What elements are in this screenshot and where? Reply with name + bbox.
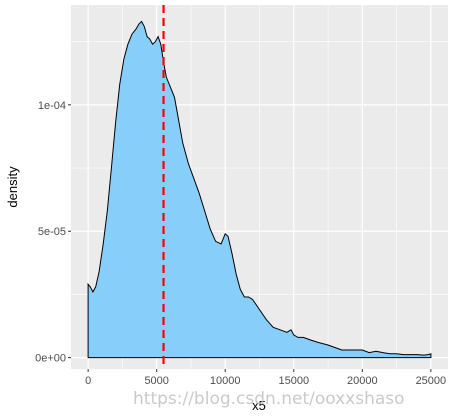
watermark: https://blog.csdn.net/ooxxshaso xyxy=(133,389,405,409)
x-tick-label: 15000 xyxy=(278,375,309,387)
x-axis-title: x5 xyxy=(252,398,266,413)
x-tick-label: 25000 xyxy=(416,375,447,387)
x-tick-label: 0 xyxy=(85,375,91,387)
y-tick-label: 5e-05 xyxy=(38,226,66,238)
y-tick-label: 1e-04 xyxy=(38,100,66,112)
y-axis-ticks: 0e+00 5e-05 1e-04 xyxy=(35,100,71,365)
x-axis-ticks: 0 5000 10000 15000 20000 25000 xyxy=(85,369,446,387)
density-area xyxy=(87,20,432,359)
y-axis-title: density xyxy=(5,166,20,208)
x-tick-label: 20000 xyxy=(347,375,378,387)
x-tick-label: 10000 xyxy=(210,375,241,387)
x-tick-label: 5000 xyxy=(144,375,168,387)
y-tick-label: 0e+00 xyxy=(35,353,66,365)
